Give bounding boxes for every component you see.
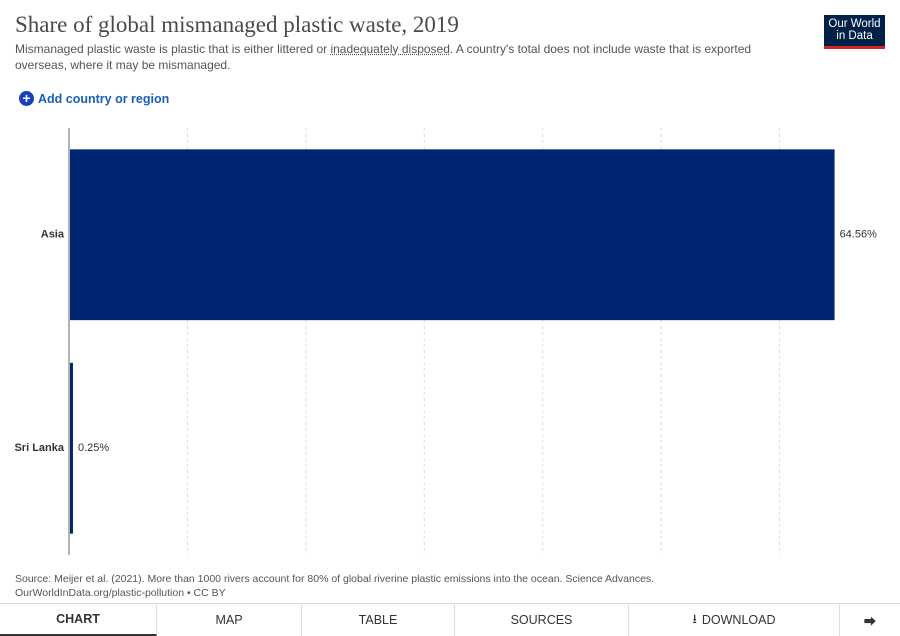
chart-title: Share of global mismanaged plastic waste… <box>15 12 459 37</box>
tab[interactable]: CHART <box>0 604 157 636</box>
subtitle-text: Mismanaged plastic waste is plastic that… <box>15 42 331 56</box>
chart: Asia 64.56% Sri Lanka 0.25% <box>14 128 878 555</box>
y-tick-label: Sri Lanka <box>14 442 64 454</box>
footer: Source: Meijer et al. (2021). More than … <box>15 572 654 600</box>
value-label: 64.56% <box>840 229 878 241</box>
tab[interactable]: TABLE <box>302 604 455 636</box>
logo-line: Our World <box>828 18 881 30</box>
tab-bar: CHART MAP TABLE SOURCES ⭳ DOWNLOAD ⮕ <box>0 603 900 636</box>
logo-line: in Data <box>836 30 873 42</box>
add-country-button[interactable]: + Add country or region <box>19 91 169 106</box>
plus-icon: + <box>19 91 34 106</box>
logo[interactable]: Our World in Data <box>824 15 885 49</box>
source: Source: Meijer et al. (2021). More than … <box>15 573 655 585</box>
download-icon: ⭳ <box>692 611 697 626</box>
tab-label: DOWNLOAD <box>701 613 776 627</box>
add-label: Add country or region <box>38 91 170 106</box>
tab[interactable]: MAP <box>157 604 302 636</box>
chart-subtitle: Mismanaged plastic waste is plastic that… <box>15 41 805 73</box>
subtitle-text: . A country's total does not include was… <box>15 42 752 72</box>
tab[interactable]: SOURCES <box>455 604 629 636</box>
tab[interactable]: ⭳ DOWNLOAD <box>629 604 840 636</box>
y-tick-label: Asia <box>41 229 65 241</box>
subtitle-link[interactable]: inadequately disposed <box>330 42 450 56</box>
bar <box>70 362 73 534</box>
share-button[interactable]: ⮕ <box>863 614 877 629</box>
value-label: 0.25% <box>78 442 109 454</box>
url-line: OurWorldInData.org/plastic-pollution • C… <box>15 587 226 599</box>
bar <box>70 149 835 321</box>
